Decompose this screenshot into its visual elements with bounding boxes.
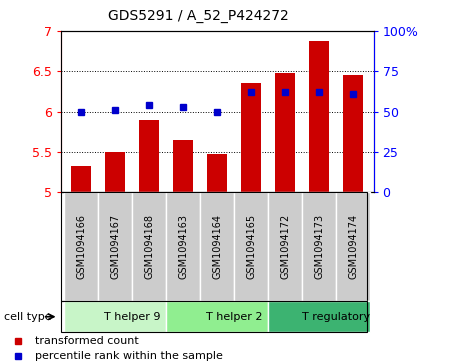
Text: GSM1094174: GSM1094174 <box>348 214 358 280</box>
Bar <box>200 192 234 301</box>
Text: GSM1094168: GSM1094168 <box>144 214 154 280</box>
Text: GSM1094173: GSM1094173 <box>314 214 324 280</box>
Bar <box>71 166 91 192</box>
Text: percentile rank within the sample: percentile rank within the sample <box>36 351 223 361</box>
Text: GSM1094165: GSM1094165 <box>246 214 256 280</box>
Text: T regulatory: T regulatory <box>302 312 370 322</box>
Text: T helper 9: T helper 9 <box>104 312 160 322</box>
Bar <box>132 192 166 301</box>
Text: GSM1094163: GSM1094163 <box>178 214 188 280</box>
Bar <box>64 192 98 301</box>
Text: GDS5291 / A_52_P424272: GDS5291 / A_52_P424272 <box>108 9 288 23</box>
Bar <box>343 75 363 192</box>
Text: GSM1094167: GSM1094167 <box>110 214 120 280</box>
Bar <box>234 192 268 301</box>
Bar <box>64 301 166 332</box>
Bar <box>139 120 159 192</box>
Bar <box>105 152 126 192</box>
Bar <box>173 140 194 192</box>
Text: transformed count: transformed count <box>36 336 139 346</box>
Text: cell type: cell type <box>4 312 52 322</box>
Bar <box>207 154 227 192</box>
Text: T helper 2: T helper 2 <box>206 312 262 322</box>
Bar <box>275 73 295 192</box>
Bar <box>241 83 261 192</box>
Bar <box>302 192 336 301</box>
Bar <box>98 192 132 301</box>
Text: GSM1094172: GSM1094172 <box>280 214 290 280</box>
Bar <box>309 41 329 192</box>
Text: GSM1094164: GSM1094164 <box>212 214 222 280</box>
Bar <box>166 301 268 332</box>
Bar <box>166 192 200 301</box>
Text: GSM1094166: GSM1094166 <box>76 214 86 280</box>
Bar <box>268 192 302 301</box>
Bar <box>268 301 370 332</box>
Bar <box>336 192 370 301</box>
